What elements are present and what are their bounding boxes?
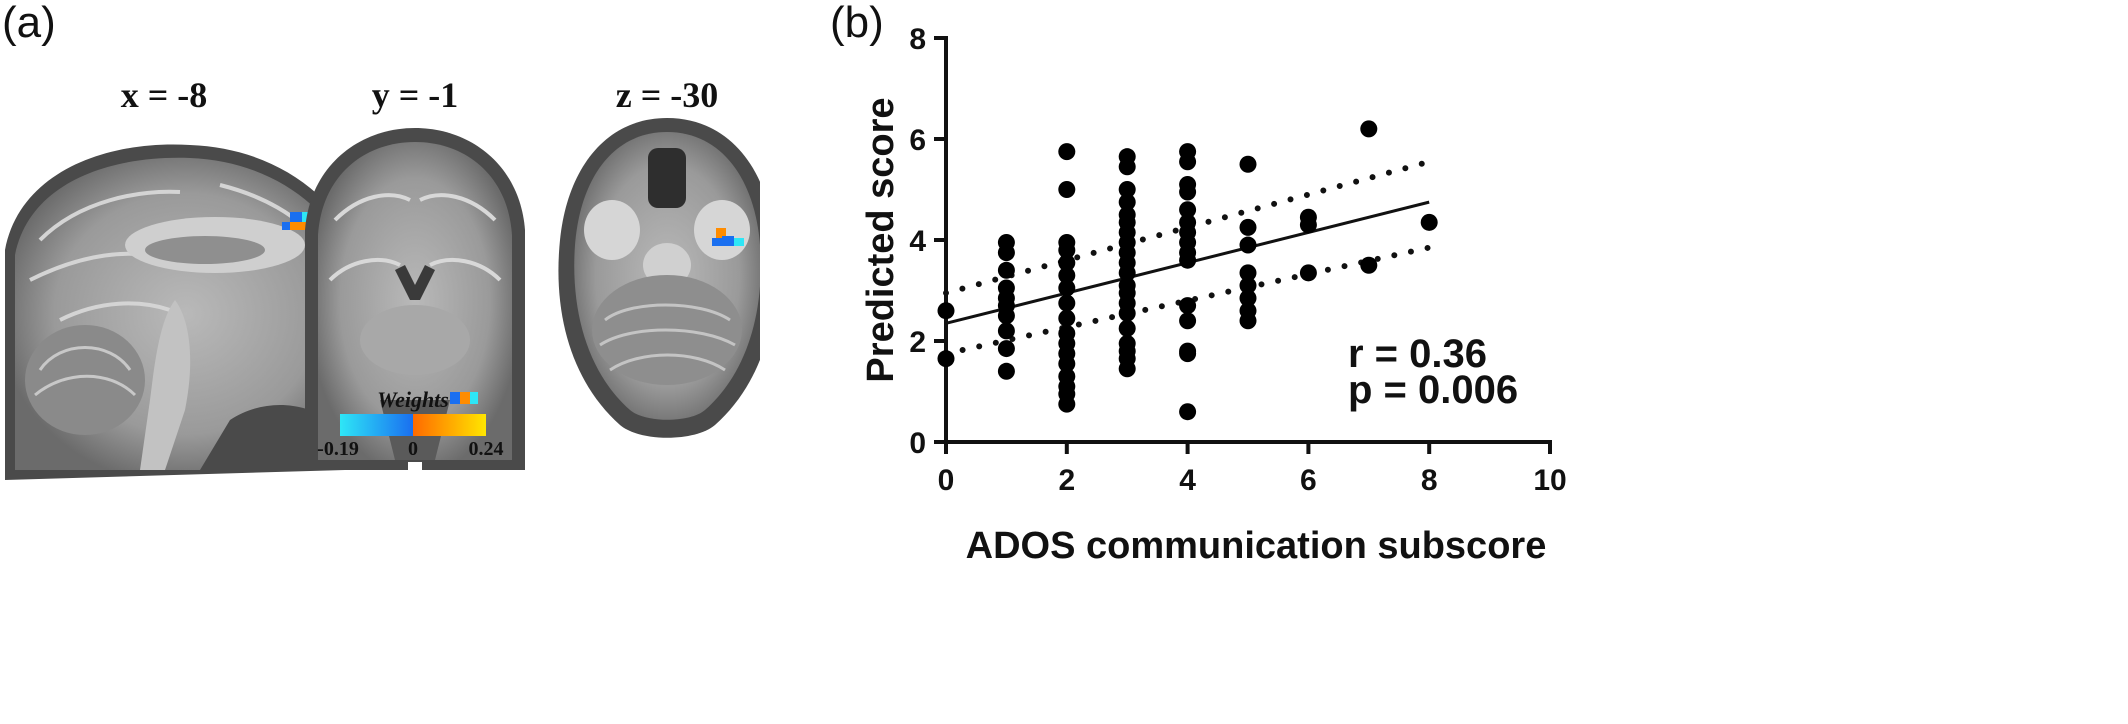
- panel-b-label: (b): [830, 0, 884, 47]
- data-point: [1420, 213, 1438, 231]
- data-point: [997, 362, 1015, 380]
- slice-label-axial: z = -30: [615, 75, 719, 115]
- data-point: [997, 307, 1015, 325]
- data-point: [1058, 309, 1076, 327]
- axial-slice: [558, 118, 760, 438]
- sagittal-slice: [5, 144, 370, 480]
- data-point: [1179, 251, 1197, 269]
- x-axis-title: ADOS communication subscore: [966, 525, 1547, 567]
- data-point: [1179, 312, 1197, 330]
- data-point: [1179, 403, 1197, 421]
- x-tick-label: 8: [1421, 464, 1438, 497]
- data-point: [1179, 183, 1197, 201]
- data-point: [1179, 201, 1197, 219]
- x-tick-label: 4: [1179, 464, 1196, 497]
- data-point: [1058, 181, 1076, 198]
- y-axis-title: Predicted score: [860, 97, 902, 382]
- stat-r: r = 0.36: [1348, 332, 1488, 376]
- colorbar-title: Weights: [377, 387, 449, 412]
- data-point: [1179, 345, 1197, 363]
- data-point: [1179, 297, 1197, 315]
- data-point: [1058, 395, 1076, 413]
- colorbar-mid-label: 0: [408, 438, 418, 460]
- colorbar: [340, 414, 486, 436]
- x-tick-label: 6: [1300, 464, 1317, 497]
- data-point: [1058, 254, 1076, 272]
- y-tick-label: 8: [909, 23, 926, 56]
- data-point: [1179, 153, 1197, 171]
- y-tick-label: 4: [909, 225, 926, 258]
- stat-p: p = 0.006: [1348, 368, 1519, 412]
- data-point: [1239, 155, 1257, 173]
- data-point: [1239, 289, 1257, 307]
- data-point: [997, 322, 1015, 340]
- data-point: [937, 302, 955, 320]
- brain-slices: [5, 118, 760, 480]
- data-point: [1118, 360, 1136, 378]
- data-point: [997, 261, 1015, 279]
- colorbar-min-label: -0.19: [317, 438, 359, 460]
- data-point: [1118, 193, 1136, 211]
- x-tick-label: 10: [1533, 464, 1566, 497]
- x-tick-label: 0: [938, 464, 955, 497]
- data-point: [1239, 264, 1257, 282]
- panel-a-label: (a): [2, 0, 56, 47]
- data-point: [1299, 264, 1317, 282]
- ci-lower-line: [943, 244, 1433, 357]
- y-tick-label: 0: [909, 427, 926, 460]
- x-tick-label: 2: [1058, 464, 1075, 497]
- slice-label-sagittal: x = -8: [120, 75, 208, 115]
- ci-upper-line: [943, 158, 1433, 297]
- data-point: [1058, 241, 1076, 259]
- colorbar-max-label: 0.24: [468, 438, 504, 460]
- data-point: [1058, 355, 1076, 373]
- data-point: [1239, 236, 1257, 254]
- data-point: [1118, 264, 1136, 282]
- data-point: [1239, 276, 1257, 294]
- data-point: [1058, 279, 1076, 297]
- data-point: [1299, 216, 1317, 234]
- data-point: [1058, 143, 1076, 161]
- data-point: [1118, 181, 1136, 198]
- data-point: [997, 340, 1015, 358]
- data-point: [1360, 256, 1378, 274]
- slice-label-coronal: y = -1: [371, 75, 459, 115]
- data-point: [1118, 319, 1136, 337]
- data-point: [1118, 158, 1136, 176]
- data-point: [997, 244, 1015, 262]
- y-tick-label: 2: [909, 326, 926, 359]
- data-point: [1239, 218, 1257, 236]
- data-point: [1239, 312, 1257, 330]
- data-point: [1118, 304, 1136, 322]
- data-point: [1360, 120, 1378, 138]
- data-point: [1058, 294, 1076, 312]
- coronal-slice: [305, 128, 525, 472]
- data-point: [937, 350, 955, 368]
- data-point: [1058, 266, 1076, 284]
- y-tick-label: 6: [909, 124, 926, 157]
